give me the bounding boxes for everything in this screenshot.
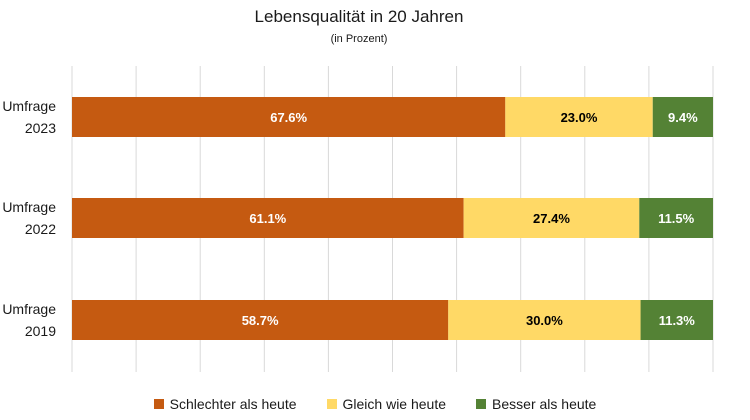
data-label: 9.4% <box>668 110 698 125</box>
data-label: 61.1% <box>249 211 286 226</box>
data-label: 67.6% <box>270 110 307 125</box>
legend-item: Gleich wie heute <box>326 396 447 412</box>
category-labels: Umfrage 2023 Umfrage 2022 Umfrage 2019 <box>2 98 56 339</box>
bar-segment <box>448 300 641 340</box>
category-label-line: Umfrage <box>2 301 56 317</box>
bar-segment <box>640 300 713 340</box>
legend-item: Schlechter als heute <box>153 396 297 412</box>
legend-label: Schlechter als heute <box>169 396 297 412</box>
legend: Schlechter als heute Gleich wie heute Bess… <box>0 396 750 412</box>
legend-swatch <box>153 399 164 409</box>
data-label: 11.3% <box>659 313 696 328</box>
data-label: 30.0% <box>526 313 563 328</box>
bar-segment <box>505 97 653 137</box>
category-label: Umfrage 2022 <box>2 199 56 237</box>
legend-item: Besser als heute <box>476 396 596 412</box>
legend-swatch <box>476 399 487 409</box>
bar-segment <box>639 198 713 238</box>
category-label-line: Umfrage <box>2 199 56 215</box>
bar-segment <box>652 97 713 137</box>
legend-swatch <box>326 399 337 409</box>
bar-segment <box>72 198 464 238</box>
bar-segment <box>463 198 640 238</box>
category-label-line: 2022 <box>25 221 56 237</box>
bars: 67.6% 23.0% 9.4% 61.1% 27.4% 11.5% 58.7% 30.0% 1… <box>72 97 713 340</box>
category-label-line: 2023 <box>25 120 56 136</box>
data-label: 58.7% <box>242 313 279 328</box>
data-label: 27.4% <box>533 211 570 226</box>
category-label-line: Umfrage <box>2 98 56 114</box>
legend-label: Besser als heute <box>492 396 597 412</box>
category-label-line: 2019 <box>25 323 56 339</box>
chart-title: Lebensqualität in 20 Jahren <box>254 7 464 26</box>
category-label: Umfrage 2019 <box>2 301 56 339</box>
bar-segment <box>72 97 506 137</box>
data-label: 23.0% <box>561 110 598 125</box>
chart-subtitle: (in Prozent) <box>330 33 388 45</box>
category-label: Umfrage 2023 <box>2 98 56 136</box>
bar-segment <box>72 300 449 340</box>
legend-label: Gleich wie heute <box>342 396 447 412</box>
data-label: 11.5% <box>658 211 695 226</box>
